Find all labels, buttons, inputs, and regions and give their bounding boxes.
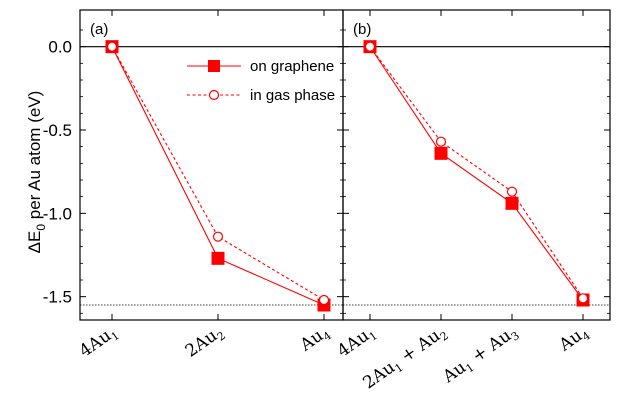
series-line-on-graphene (369, 46, 584, 301)
plot-frame (79, 9, 344, 321)
legend: on graphene in gas phase (187, 58, 335, 104)
data-point-square (211, 251, 225, 265)
series-line-on-graphene (111, 46, 325, 306)
x-category-label: Au4 (296, 322, 334, 358)
y-tick-label: -0.5 (43, 121, 72, 140)
data-point-circle (318, 294, 330, 306)
legend-marker-circle (208, 89, 220, 101)
data-point-circle (212, 231, 224, 242)
x-category-label: Au4 (555, 322, 593, 358)
data-point-circle (435, 136, 447, 147)
y-tick-label: 0.0 (48, 38, 72, 57)
data-point-circle (577, 293, 589, 304)
data-point-circle (106, 41, 118, 52)
y-axis-label: ΔE0 per Au atom (eV) (25, 91, 48, 254)
x-category-label: 4Au1 (76, 322, 122, 364)
data-point-circle (364, 41, 376, 52)
panel-label: (b) (353, 21, 371, 38)
series-line-gas-phase (369, 46, 584, 299)
y-axis-title: ΔE0 per Au atom (eV) (25, 91, 48, 254)
y-tick-label: -1.0 (43, 204, 72, 223)
legend-marker-square (208, 60, 220, 72)
data-point-square (505, 196, 519, 210)
x-category-label: 2Au2 (182, 322, 228, 364)
panel-label: (a) (90, 21, 108, 38)
x-category-label: Au1 + Au3 (439, 322, 522, 390)
x-category-label: 4Au1 (334, 322, 380, 364)
data-point-square (434, 146, 448, 160)
y-tick-label: -1.5 (43, 288, 72, 307)
data-point-circle (506, 186, 518, 197)
plot-frame (342, 9, 611, 321)
legend-label-on-graphene: on graphene (250, 58, 334, 75)
legend-label-gas-phase: in gas phase (250, 87, 335, 104)
series-line-gas-phase (111, 46, 325, 301)
